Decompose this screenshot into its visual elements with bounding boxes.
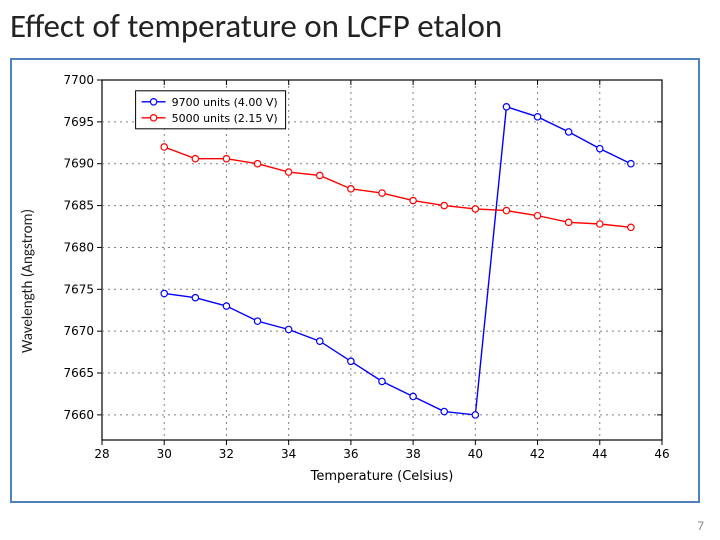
svg-text:7660: 7660 (63, 408, 94, 422)
y-axis-title: Wavelength (Angstrom) (19, 208, 37, 352)
svg-text:42: 42 (530, 447, 545, 461)
svg-text:7690: 7690 (63, 157, 94, 171)
y-axis-title-wrap: Wavelength (Angstrom) (18, 58, 38, 503)
svg-text:40: 40 (468, 447, 483, 461)
svg-text:32: 32 (219, 447, 234, 461)
page-number: 7 (697, 519, 704, 534)
svg-text:Temperature (Celsius): Temperature (Celsius) (310, 469, 454, 484)
svg-text:30: 30 (157, 447, 172, 461)
svg-text:28: 28 (94, 447, 109, 461)
svg-text:36: 36 (343, 447, 358, 461)
svg-text:7695: 7695 (63, 115, 94, 129)
svg-text:5000 units (2.15 V): 5000 units (2.15 V) (172, 112, 278, 125)
svg-text:38: 38 (405, 447, 420, 461)
wavelength-vs-temperature-chart: 28 30 32 34 36 38 40 42 44 46 7660 7665 7670 7675 7680… (12, 60, 698, 501)
svg-text:7685: 7685 (63, 199, 94, 213)
svg-text:44: 44 (592, 447, 607, 461)
chart-frame: 28 30 32 34 36 38 40 42 44 46 7660 7665 7670 7675 7680… (10, 58, 700, 503)
svg-text:7680: 7680 (63, 240, 94, 254)
svg-text:7675: 7675 (63, 282, 94, 296)
svg-text:7665: 7665 (63, 366, 94, 380)
svg-text:7670: 7670 (63, 324, 94, 338)
svg-text:46: 46 (654, 447, 669, 461)
slide-title: Effect of temperature on LCFP etalon (10, 6, 502, 46)
svg-text:9700 units (4.00 V): 9700 units (4.00 V) (172, 96, 278, 109)
svg-text:34: 34 (281, 447, 296, 461)
svg-text:7700: 7700 (63, 73, 94, 87)
